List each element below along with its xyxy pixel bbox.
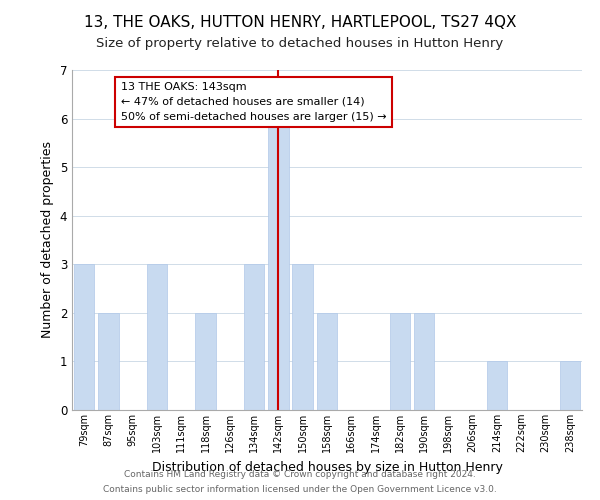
Bar [268,118,289,410]
Bar [317,313,337,410]
Bar [146,264,167,410]
Bar [487,362,508,410]
Bar [414,313,434,410]
Bar [195,313,216,410]
Bar [98,313,119,410]
Bar [292,264,313,410]
Bar [389,313,410,410]
Bar [560,362,580,410]
Text: Size of property relative to detached houses in Hutton Henry: Size of property relative to detached ho… [97,38,503,51]
Text: 13 THE OAKS: 143sqm
← 47% of detached houses are smaller (14)
50% of semi-detach: 13 THE OAKS: 143sqm ← 47% of detached ho… [121,82,386,122]
Bar [74,264,94,410]
Bar [244,264,265,410]
Text: Contains HM Land Registry data © Crown copyright and database right 2024.: Contains HM Land Registry data © Crown c… [124,470,476,479]
Text: Contains public sector information licensed under the Open Government Licence v3: Contains public sector information licen… [103,485,497,494]
X-axis label: Distribution of detached houses by size in Hutton Henry: Distribution of detached houses by size … [152,460,502,473]
Text: 13, THE OAKS, HUTTON HENRY, HARTLEPOOL, TS27 4QX: 13, THE OAKS, HUTTON HENRY, HARTLEPOOL, … [84,15,516,30]
Y-axis label: Number of detached properties: Number of detached properties [41,142,54,338]
